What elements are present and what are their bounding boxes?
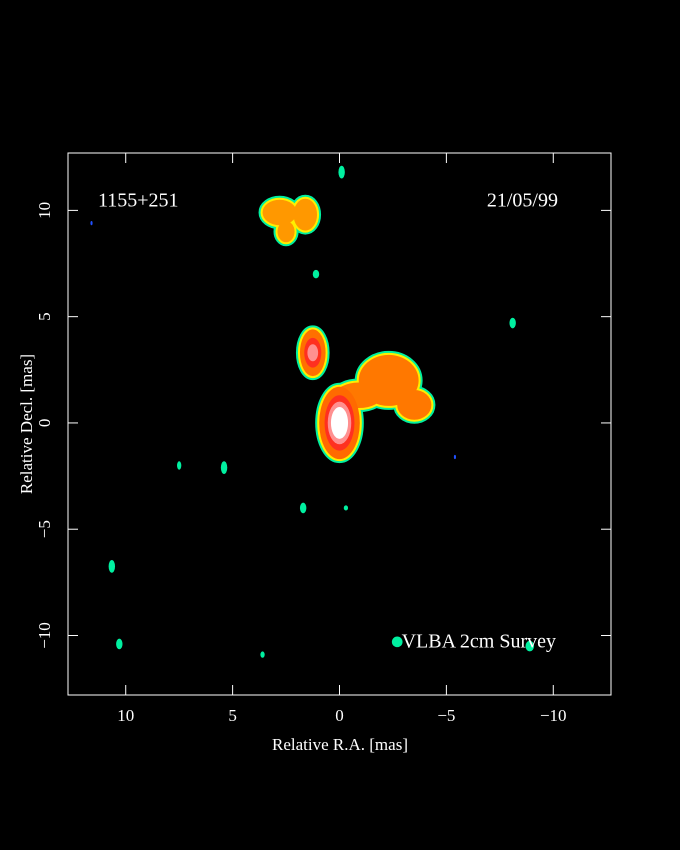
source-name: 1155+251 (98, 190, 179, 212)
y-tick-label: 10 (35, 202, 54, 219)
survey-annotation: VLBA 2cm Survey (402, 631, 556, 653)
x-tick-label: 5 (228, 706, 237, 725)
emission-region (262, 199, 297, 226)
noise-speck (90, 221, 93, 226)
observation-date: 21/05/99 (487, 190, 558, 212)
y-tick-label: −10 (35, 622, 54, 649)
noise-speck (391, 636, 403, 648)
noise-speck (525, 640, 535, 652)
noise-speck (108, 560, 116, 573)
noise-speck (343, 505, 349, 511)
x-tick-label: −5 (437, 706, 455, 725)
noise-speck (338, 165, 345, 179)
noise-speck (116, 638, 123, 650)
noise-speck (299, 502, 307, 514)
x-tick-label: −10 (540, 706, 567, 725)
noise-speck (453, 454, 457, 460)
noise-speck (177, 461, 182, 470)
noise-speck (312, 269, 320, 279)
emission-region (277, 221, 295, 243)
y-tick-label: 5 (35, 312, 54, 321)
core-contour (307, 344, 319, 362)
y-axis-label: Relative Decl. [mas] (17, 354, 36, 494)
core-contour (330, 406, 349, 439)
noise-speck (260, 651, 265, 658)
noise-speck (509, 317, 516, 329)
y-tick-label: −5 (35, 520, 54, 538)
noise-speck (220, 461, 228, 474)
x-axis-label: Relative R.A. [mas] (272, 735, 408, 754)
plot-area (90, 165, 535, 658)
x-tick-label: 10 (117, 706, 134, 725)
x-tick-label: 0 (335, 706, 344, 725)
emission-region (293, 198, 318, 231)
y-tick-label: 0 (35, 419, 54, 428)
emission-region (397, 389, 432, 420)
emission-region (358, 354, 419, 406)
